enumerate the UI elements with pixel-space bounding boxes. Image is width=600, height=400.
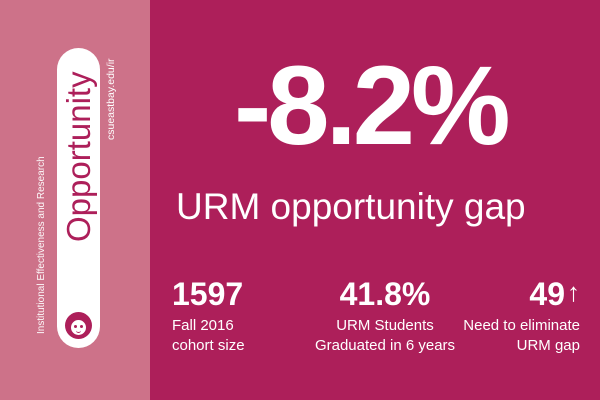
sidebar-title: Opportunity — [60, 71, 97, 242]
stat-graduated-label: URM Students Graduated in 6 years — [314, 317, 456, 355]
up-arrow-icon: ↑ — [567, 277, 580, 307]
sidebar-url[interactable]: csueastbay.edu/ir — [105, 58, 117, 140]
stat-eliminate-label: Need to eliminate URM gap — [463, 317, 580, 355]
stat-cohort-label: Fall 2016 cohort size — [172, 317, 245, 355]
department-label: Institutional Effectiveness and Research — [36, 156, 47, 334]
stat-cohort-value: 1597 — [172, 276, 244, 312]
stat-eliminate-value: 49↑ — [529, 276, 580, 312]
headline-value: -8.2% — [234, 43, 511, 168]
face-icon — [65, 312, 92, 339]
stat-graduated-value: 41.8% — [339, 276, 431, 312]
title-pill — [57, 48, 100, 348]
headline-label: URM opportunity gap — [176, 186, 526, 227]
